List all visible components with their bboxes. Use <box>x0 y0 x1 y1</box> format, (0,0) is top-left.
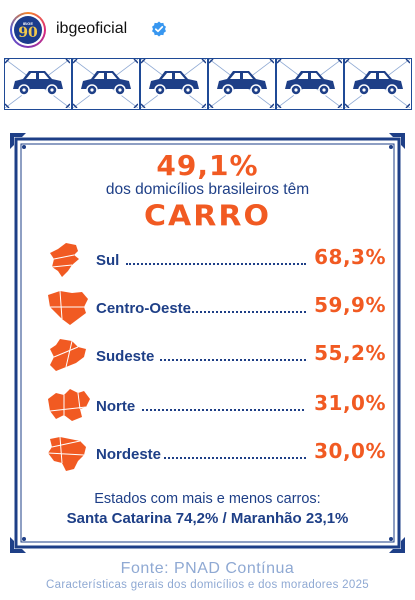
car-tile <box>344 58 412 110</box>
nordeste-map-icon <box>47 436 86 471</box>
region-value: 68,3% <box>314 245 386 269</box>
region-row-sul: Sul 68,3% <box>46 241 386 279</box>
dot-leader <box>188 311 306 313</box>
car-tile-strip <box>4 58 412 110</box>
sul-map-icon <box>50 243 79 277</box>
car-icon <box>73 59 138 108</box>
dot-leader <box>142 409 304 411</box>
region-value: 55,2% <box>314 341 386 365</box>
region-row-nordeste: Nordeste 30,0% <box>46 435 386 473</box>
region-value: 31,0% <box>314 391 386 415</box>
region-row-norte: Norte 31,0% <box>46 387 386 425</box>
centro-oeste-map-icon <box>48 290 88 325</box>
car-icon <box>5 59 70 108</box>
norte-map-icon <box>48 389 90 421</box>
region-row-centro-oeste: Centro-Oeste 59,9% <box>46 289 386 327</box>
region-value: 59,9% <box>314 293 386 317</box>
region-name: Sudeste <box>96 348 155 365</box>
car-tile <box>4 58 72 110</box>
verified-badge-icon <box>152 21 166 37</box>
dot-leader <box>164 457 306 459</box>
states-title: Estados com mais e menos carros: <box>94 491 321 507</box>
car-icon <box>345 59 410 108</box>
post-header: IBGE 90 ibgeoficial <box>0 0 415 52</box>
region-value: 30,0% <box>314 439 386 463</box>
dot-leader <box>126 263 306 265</box>
region-name: Nordeste <box>96 446 162 463</box>
region-name: Sul <box>96 252 120 269</box>
infographic-panel: 49,1% dos domicílios brasileiros têm CAR… <box>10 133 405 553</box>
avatar[interactable]: IBGE 90 <box>10 12 46 48</box>
car-tile <box>276 58 344 110</box>
car-tile <box>208 58 276 110</box>
region-name: Centro-Oeste <box>96 300 192 317</box>
source-text: Fonte: PNAD Contínua <box>120 560 295 577</box>
headline-subtitle: dos domicílios brasileiros têm <box>105 181 310 198</box>
caption-text: Características gerais dos domicílios e … <box>46 579 369 591</box>
region-name: Norte <box>96 398 136 415</box>
region-row-sudeste: Sudeste 55,2% <box>46 337 386 375</box>
headline-percentage: 49,1% <box>156 149 259 182</box>
ibge-logo: IBGE 90 <box>14 16 42 44</box>
car-icon <box>277 59 342 108</box>
headline-word: CARRO <box>144 199 271 234</box>
car-tile <box>140 58 208 110</box>
username-link[interactable]: ibgeoficial <box>56 20 128 37</box>
decorative-frame <box>10 133 405 553</box>
sudeste-map-icon <box>50 339 86 371</box>
car-tile <box>72 58 140 110</box>
states-values: Santa Catarina 74,2% / Maranhão 23,1% <box>66 510 349 527</box>
dot-leader <box>160 359 306 361</box>
car-icon <box>209 59 274 108</box>
car-icon <box>141 59 206 108</box>
